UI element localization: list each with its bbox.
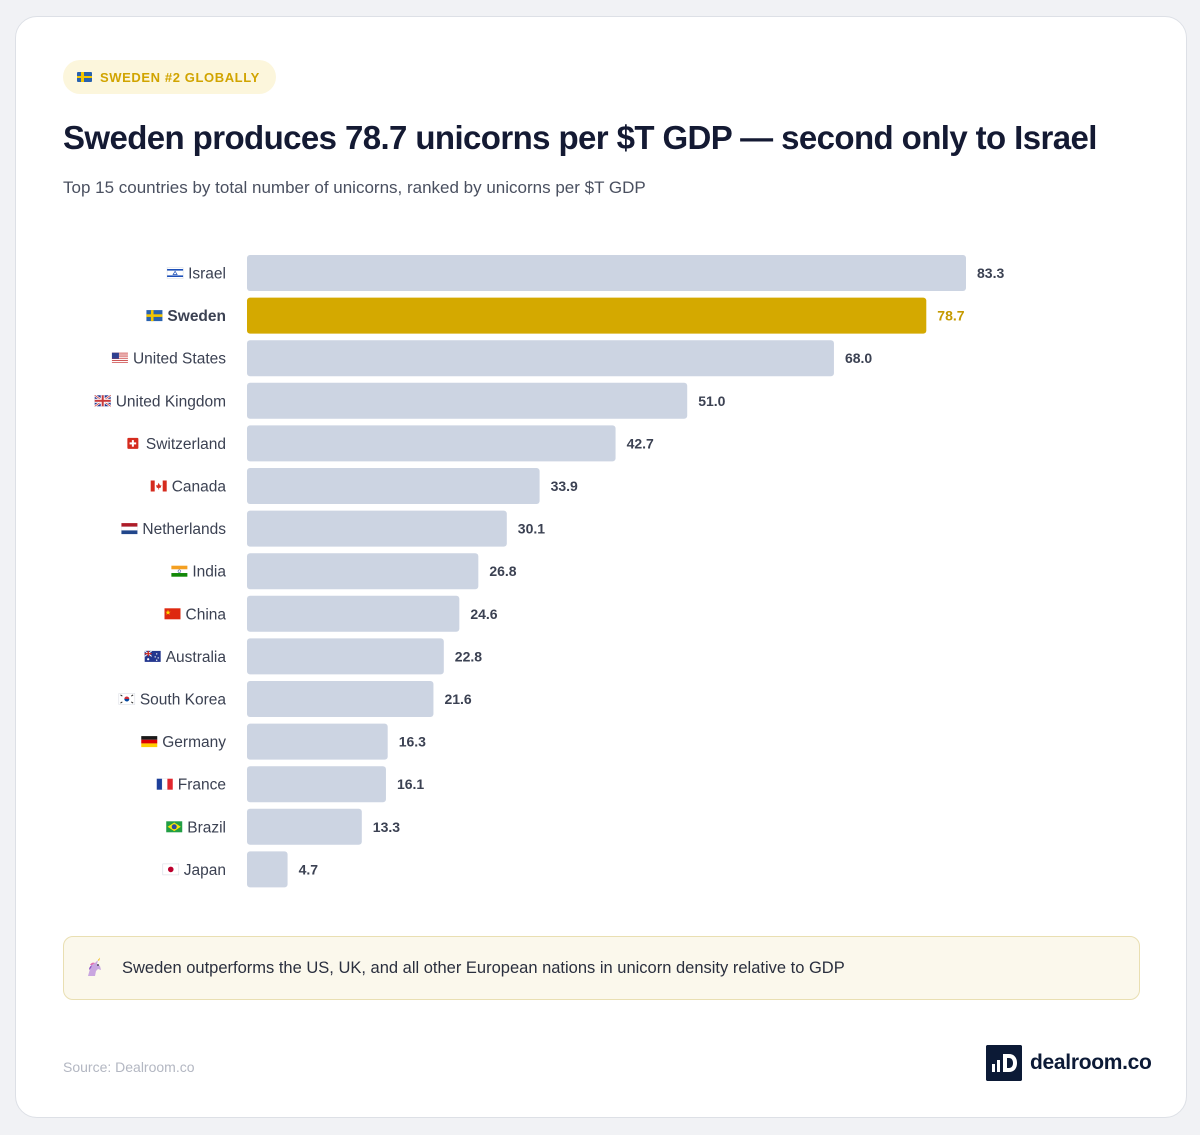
bar <box>247 595 460 632</box>
chart-card: SWEDEN #2 GLOBALLY Sweden produces 78.7 … <box>15 16 1187 1118</box>
nl-flag-icon <box>121 523 138 535</box>
de-flag-icon <box>141 736 158 748</box>
country-label: Israel <box>188 266 226 283</box>
bar <box>247 766 386 803</box>
country-label: United States <box>133 351 226 368</box>
bar-row-india: India 26.8 <box>171 553 517 590</box>
country-label: South Korea <box>140 692 227 709</box>
bar <box>247 723 388 760</box>
badge-text: SWEDEN #2 GLOBALLY <box>100 69 260 85</box>
jp-flag-icon <box>162 863 180 876</box>
se-flag-icon <box>146 310 163 322</box>
bar-row-south-korea: South Korea 21.6 <box>118 681 472 717</box>
bar <box>247 255 966 291</box>
bar <box>247 681 434 717</box>
bar-row-switzerland: Switzerland 42.7 <box>127 425 654 462</box>
value-label: 83.3 <box>977 265 1004 281</box>
country-label: Japan <box>184 862 226 879</box>
country-label: Brazil <box>187 819 226 836</box>
bar-row-japan: Japan 4.7 <box>162 851 319 888</box>
sweden-badge: SWEDEN #2 GLOBALLY <box>63 60 276 94</box>
bar <box>247 638 444 675</box>
value-label: 78.7 <box>937 308 964 324</box>
country-label: Switzerland <box>146 436 226 453</box>
country-label: India <box>192 564 226 581</box>
bar <box>247 382 688 419</box>
value-label: 13.3 <box>373 819 400 835</box>
country-label: France <box>178 777 226 794</box>
bar <box>247 297 927 334</box>
country-label: Germany <box>162 734 226 751</box>
value-label: 16.1 <box>397 776 424 792</box>
bar-row-brazil: Brazil 13.3 <box>166 808 400 845</box>
bar-row-israel: Israel 83.3 <box>166 255 1004 291</box>
value-label: 26.8 <box>489 563 516 579</box>
bar <box>247 510 507 547</box>
unicorn-icon <box>88 957 101 976</box>
value-label: 68.0 <box>845 350 872 366</box>
ca-flag-icon <box>150 480 167 492</box>
bar-row-united-states: United States 68.0 <box>111 340 872 377</box>
value-label: 33.9 <box>551 478 578 494</box>
cn-flag-icon <box>164 608 181 620</box>
gb-flag-icon <box>94 394 112 408</box>
insight-callout: Sweden outperforms the US, UK, and all o… <box>63 936 1140 1000</box>
bar-row-france: France 16.1 <box>156 766 424 803</box>
ch-flag-icon <box>127 437 139 449</box>
country-label: United Kingdom <box>116 393 226 410</box>
value-label: 42.7 <box>627 435 654 451</box>
value-label: 30.1 <box>518 521 545 537</box>
value-label: 24.6 <box>470 606 497 622</box>
value-label: 51.0 <box>698 393 725 409</box>
bar-row-china: China 24.6 <box>164 595 498 632</box>
il-flag-icon <box>166 267 184 279</box>
bar <box>247 468 540 504</box>
bar-row-sweden: Sweden 78.7 <box>146 297 965 334</box>
bar-row-united-kingdom: United Kingdom 51.0 <box>94 382 726 419</box>
bar-row-netherlands: Netherlands 30.1 <box>121 510 545 547</box>
logo-text: dealroom.co <box>1030 1051 1152 1074</box>
bar-row-germany: Germany 16.3 <box>141 723 426 760</box>
br-flag-icon <box>166 821 183 833</box>
country-label: Sweden <box>167 308 226 325</box>
chart-title: Sweden produces 78.7 unicorns per $T GDP… <box>63 119 1097 156</box>
callout-text: Sweden outperforms the US, UK, and all o… <box>122 958 845 977</box>
bar-row-canada: Canada 33.9 <box>150 468 578 504</box>
value-label: 21.6 <box>444 691 471 707</box>
country-label: Netherlands <box>142 521 226 538</box>
bar <box>247 851 288 888</box>
us-flag-icon <box>111 352 128 364</box>
bar <box>247 340 834 377</box>
dealroom-logo: dealroom.co <box>986 1045 1152 1081</box>
bar <box>247 808 362 845</box>
au-flag-icon <box>144 650 161 662</box>
value-label: 22.8 <box>455 648 482 664</box>
in-flag-icon <box>171 565 188 577</box>
country-label: China <box>186 606 227 623</box>
bar-row-australia: Australia 22.8 <box>144 638 482 675</box>
country-label: Canada <box>172 479 227 496</box>
kr-flag-icon <box>118 693 136 705</box>
country-label: Australia <box>166 649 227 666</box>
source-note: Source: Dealroom.co <box>63 1059 195 1075</box>
fr-flag-icon <box>156 778 173 790</box>
value-label: 16.3 <box>399 734 426 750</box>
chart-subtitle: Top 15 countries by total number of unic… <box>63 178 646 197</box>
bar <box>247 425 616 462</box>
dealroom-logo-icon <box>986 1045 1022 1081</box>
value-label: 4.7 <box>299 861 319 877</box>
bar <box>247 553 479 590</box>
sweden-flag-icon <box>77 72 92 82</box>
